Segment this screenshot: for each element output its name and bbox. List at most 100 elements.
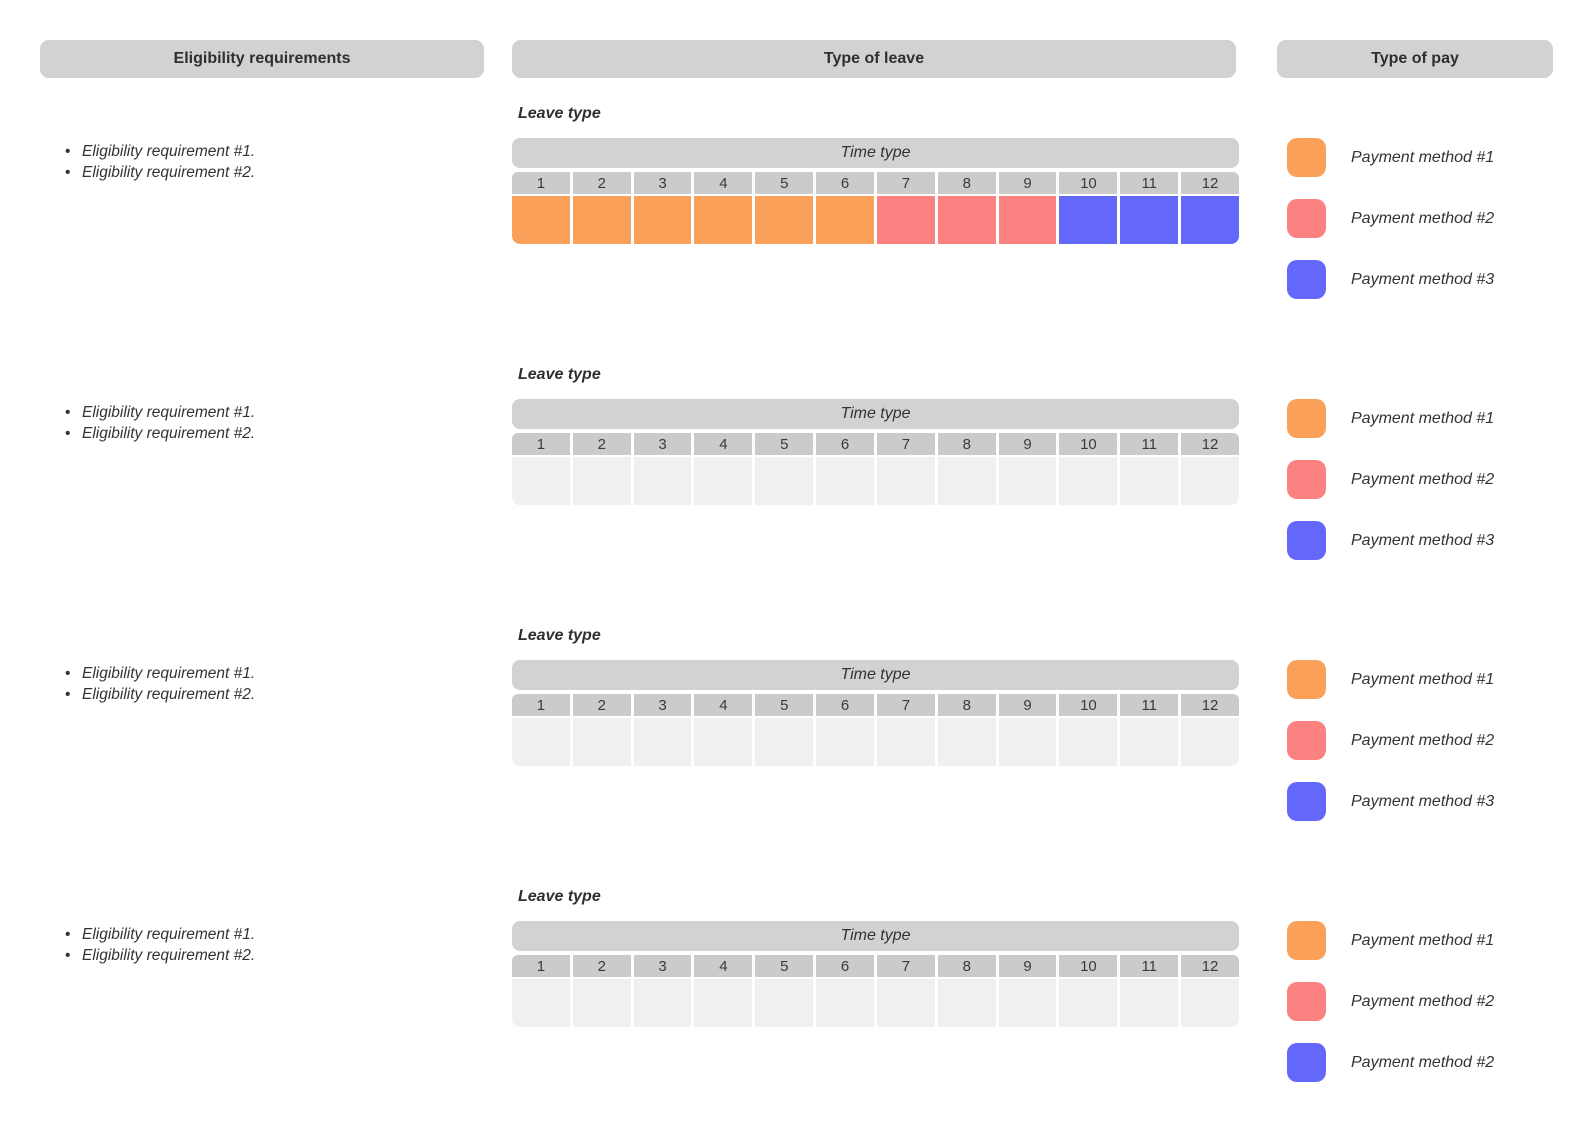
eligibility-list: Eligibility requirement #1.Eligibility r… <box>63 664 463 705</box>
period-fill-row <box>512 718 1239 766</box>
payment-method-label: Payment method #1 <box>1351 409 1495 427</box>
type-of-pay-header: Type of pay <box>1277 40 1553 78</box>
period-fill-cell <box>633 979 692 1027</box>
payment-method-swatch <box>1287 199 1326 238</box>
period-header-row: 1 2 3 4 5 6 7 8 9 10 11 12 <box>512 955 1239 977</box>
period-header-cell: 9 <box>998 433 1057 455</box>
time-type-label: Time type <box>840 405 911 422</box>
leave-type-label: Leave type <box>518 366 601 383</box>
time-type-label: Time type <box>840 144 911 161</box>
time-type-bar: Time type <box>512 399 1239 429</box>
period-fill-cell <box>1059 457 1118 505</box>
period-header-cell: 11 <box>1120 172 1179 194</box>
period-header-cell: 9 <box>998 955 1057 977</box>
payment-method-swatch <box>1287 138 1326 177</box>
period-header-cell: 11 <box>1120 694 1179 716</box>
time-type-label: Time type <box>840 666 911 683</box>
period-fill-cell <box>1120 196 1179 244</box>
period-fill-cell <box>1120 457 1179 505</box>
period-fill-cell <box>512 979 570 1027</box>
leave-row: Eligibility requirement #1.Eligibility r… <box>0 100 1595 361</box>
leave-type-label: Leave type <box>518 888 601 905</box>
period-header-cell: 5 <box>755 955 814 977</box>
payment-method-swatch <box>1287 982 1326 1021</box>
period-header-cell: 4 <box>694 433 753 455</box>
period-fill-cell <box>937 979 996 1027</box>
period-fill-row <box>512 457 1239 505</box>
period-header-cell: 11 <box>1120 955 1179 977</box>
period-header-cell: 7 <box>876 172 935 194</box>
period-fill-cell <box>755 196 814 244</box>
period-header-cell: 3 <box>633 955 692 977</box>
eligibility-requirements-header: Eligibility requirements <box>40 40 484 78</box>
eligibility-item: Eligibility requirement #2. <box>63 424 463 445</box>
period-header-cell: 1 <box>512 955 570 977</box>
period-fill-cell <box>633 196 692 244</box>
period-fill-cell <box>755 457 814 505</box>
payment-legend: Payment method #1 Payment method #2 Paymen… <box>1287 138 1587 321</box>
period-header-cell: 8 <box>937 694 996 716</box>
payment-method: Payment method #1 <box>1287 921 1587 960</box>
payment-method-swatch <box>1287 782 1326 821</box>
period-fill-row <box>512 979 1239 1027</box>
eligibility-item: Eligibility requirement #1. <box>63 403 463 424</box>
time-type-label: Time type <box>840 927 911 944</box>
leave-type-label: Leave type <box>518 627 601 644</box>
period-header-cell: 10 <box>1059 433 1118 455</box>
payment-method: Payment method #2 <box>1287 721 1587 760</box>
period-header-cell: 7 <box>876 694 935 716</box>
period-fill-cell <box>816 457 874 505</box>
payment-method-label: Payment method #1 <box>1351 931 1495 949</box>
payment-method-label: Payment method #2 <box>1351 992 1495 1010</box>
payment-method: Payment method #2 <box>1287 982 1587 1021</box>
period-header-cell: 1 <box>512 694 570 716</box>
payment-method: Payment method #2 <box>1287 199 1587 238</box>
period-header-cell: 2 <box>572 955 631 977</box>
period-header-cell: 10 <box>1059 694 1118 716</box>
leave-row: Eligibility requirement #1.Eligibility r… <box>0 883 1595 1124</box>
payment-method: Payment method #1 <box>1287 660 1587 699</box>
period-header-cell: 6 <box>816 433 874 455</box>
period-fill-cell <box>512 196 570 244</box>
payment-method-label: Payment method #2 <box>1351 731 1495 749</box>
payment-method-swatch <box>1287 921 1326 960</box>
period-header-cell: 8 <box>937 433 996 455</box>
period-header-cell: 1 <box>512 172 570 194</box>
period-header-cell: 2 <box>572 694 631 716</box>
payment-method-label: Payment method #1 <box>1351 670 1495 688</box>
period-header-cell: 6 <box>816 694 874 716</box>
period-fill-cell <box>876 979 935 1027</box>
period-fill-cell <box>512 457 570 505</box>
period-fill-cell <box>694 979 753 1027</box>
period-fill-cell <box>694 196 753 244</box>
payment-legend: Payment method #1 Payment method #2 Paymen… <box>1287 921 1587 1104</box>
eligibility-item: Eligibility requirement #1. <box>63 664 463 685</box>
period-header-cell: 10 <box>1059 172 1118 194</box>
payment-method: Payment method #3 <box>1287 260 1587 299</box>
type-of-leave-header: Type of leave <box>512 40 1236 78</box>
period-fill-cell <box>816 979 874 1027</box>
payment-method-swatch <box>1287 721 1326 760</box>
payment-method-label: Payment method #3 <box>1351 531 1495 549</box>
period-header-cell: 4 <box>694 172 753 194</box>
period-header-row: 1 2 3 4 5 6 7 8 9 10 11 12 <box>512 433 1239 455</box>
period-fill-cell <box>1181 718 1239 766</box>
payment-method-label: Payment method #3 <box>1351 792 1495 810</box>
period-fill-cell <box>633 718 692 766</box>
period-fill-cell <box>937 457 996 505</box>
period-fill-cell <box>1059 196 1118 244</box>
period-fill-cell <box>998 196 1057 244</box>
time-type-bar: Time type <box>512 921 1239 951</box>
period-fill-cell <box>694 718 753 766</box>
period-fill-cell <box>572 196 631 244</box>
period-header-cell: 2 <box>572 172 631 194</box>
time-type-bar: Time type <box>512 138 1239 168</box>
eligibility-list: Eligibility requirement #1.Eligibility r… <box>63 925 463 966</box>
period-header-cell: 12 <box>1181 694 1239 716</box>
period-fill-cell <box>755 718 814 766</box>
payment-method: Payment method #3 <box>1287 521 1587 560</box>
payment-method: Payment method #2 <box>1287 1043 1587 1082</box>
period-fill-cell <box>876 457 935 505</box>
leave-type-label: Leave type <box>518 105 601 122</box>
